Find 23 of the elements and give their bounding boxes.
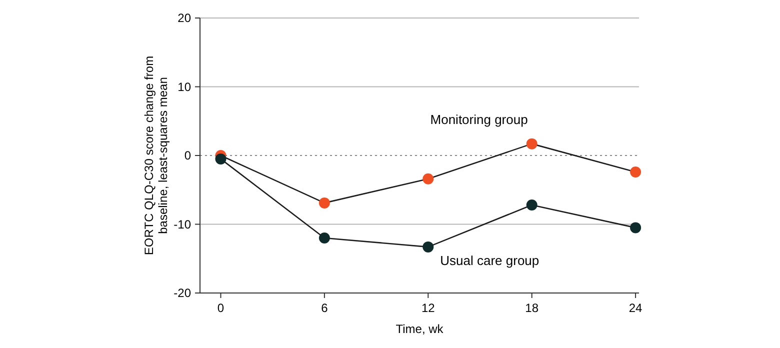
point bbox=[422, 173, 434, 184]
y-tick-label: 10 bbox=[178, 80, 192, 94]
point bbox=[630, 222, 642, 234]
point bbox=[215, 153, 226, 164]
series-label: Monitoring group bbox=[430, 112, 528, 127]
x-tick-label: 24 bbox=[628, 301, 643, 315]
point bbox=[526, 200, 538, 210]
y-tick-label: -10 bbox=[174, 217, 192, 232]
x-tick-label: 6 bbox=[321, 301, 328, 315]
point bbox=[318, 197, 330, 208]
point bbox=[318, 232, 330, 244]
y-tick-label: -20 bbox=[174, 286, 192, 300]
x-tick-label: 18 bbox=[525, 301, 539, 315]
point bbox=[630, 166, 642, 178]
x-tick-label: 0 bbox=[217, 301, 224, 315]
y-axis-title: EORTC QLQ-C30 score change from baseline, least-squares mean bbox=[142, 56, 170, 256]
series-label: Usual care group bbox=[440, 252, 540, 268]
y-tick-label: 0 bbox=[184, 148, 192, 163]
point bbox=[526, 138, 538, 150]
y-tick-label: 20 bbox=[178, 11, 192, 26]
x-axis-title: Time, wk bbox=[396, 322, 444, 336]
point bbox=[422, 241, 434, 252]
x-tick-label: 12 bbox=[421, 301, 436, 315]
